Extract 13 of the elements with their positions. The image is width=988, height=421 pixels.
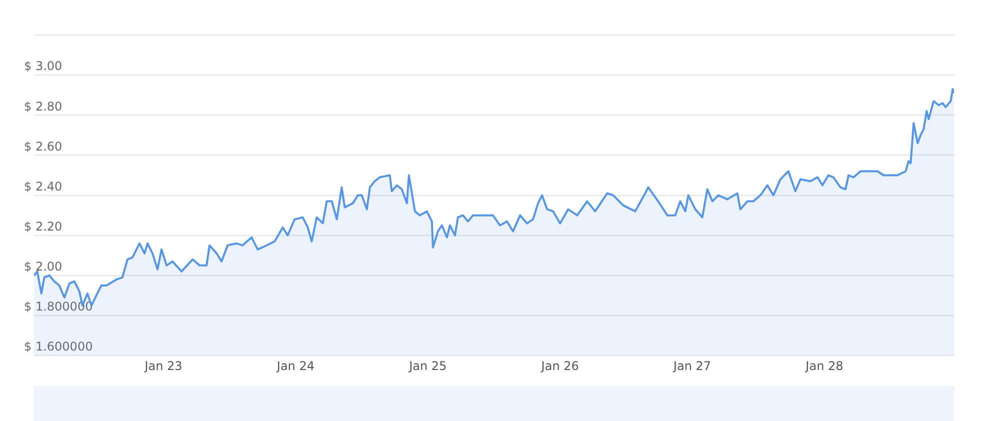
y-tick-label: $ 2.60	[24, 139, 62, 154]
x-tick-label: Jan 25	[408, 358, 447, 373]
y-tick-label: $ 2.00	[24, 260, 62, 274]
x-tick-label: Jan 26	[540, 358, 579, 373]
y-tick-label: $ 2.20	[24, 220, 62, 234]
y-tick-label: $ 2.40	[24, 179, 62, 194]
y-tick-label: $ 2.80	[24, 99, 62, 114]
x-tick-label: Jan 23	[144, 358, 182, 373]
y-tick-label: $ 3.00	[24, 59, 62, 74]
x-tick-label: Jan 27	[672, 358, 712, 373]
y-tick-label: $ 1.600000	[24, 340, 93, 354]
x-tick-label: Jan 24	[276, 358, 315, 373]
x-tick-label: Jan 28	[804, 358, 844, 373]
